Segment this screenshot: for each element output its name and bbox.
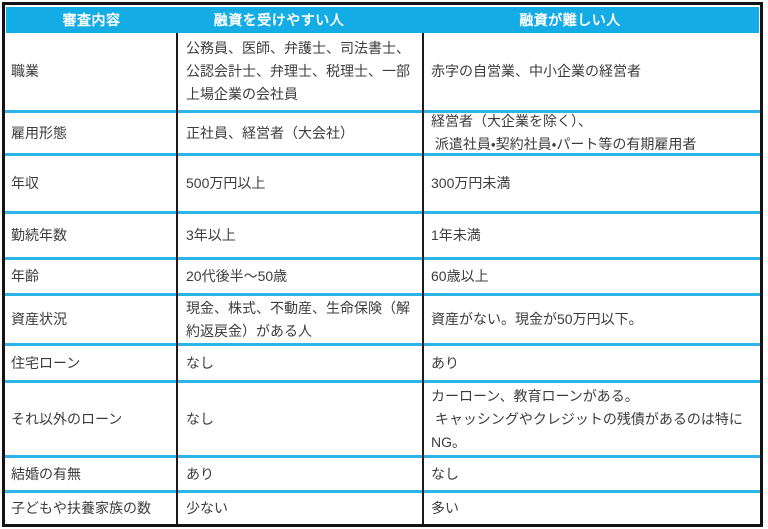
header-cell-hard: 融資が難しい人 xyxy=(519,12,621,28)
table-row: 子どもや扶養家族の数 少ない 多い xyxy=(5,490,760,524)
row-label: 勤続年数 xyxy=(11,227,67,243)
column-divider-1 xyxy=(176,33,178,524)
hard-value-cell: 多い xyxy=(431,500,459,516)
hard-value-cell: 赤字の自営業、中小企業の経営者 xyxy=(431,63,641,79)
hard-value-cell: 60歳以上 xyxy=(431,268,489,284)
hard-value-cell: 資産がない。現金が50万円以下。 xyxy=(431,311,643,327)
hard-value-cell: あり xyxy=(431,354,459,371)
easy-value-cell: 正社員、経営者（大会社） xyxy=(186,124,354,141)
row-label: 資産状況 xyxy=(11,311,67,327)
row-label: 結婚の有無 xyxy=(11,465,81,482)
table-row: 住宅ローン なし あり xyxy=(5,343,760,380)
easy-value-cell: 少ない xyxy=(186,500,228,516)
table-row: 年収 500万円以上 300万円未満 xyxy=(5,153,760,211)
row-label: 年齢 xyxy=(11,268,39,284)
hard-value-cell: 1年未満 xyxy=(431,227,481,243)
row-label: 職業 xyxy=(11,63,39,79)
easy-value-cell: 500万円以上 xyxy=(186,175,266,191)
column-divider-2 xyxy=(422,33,424,524)
table-row: 勤続年数 3年以上 1年未満 xyxy=(5,211,760,257)
header-cell-criteria: 審査内容 xyxy=(62,12,121,28)
row-label: 雇用形態 xyxy=(11,124,67,141)
table-row: 雇用形態 正社員、経営者（大会社） 経営者（大企業を除く）、 派遣社員・契約社員… xyxy=(5,110,760,153)
table-body: 職業 公務員、医師、弁護士、司法書士、 公認会計士、弁理士、税理士、一部 上場企… xyxy=(5,33,760,524)
easy-value-cell: 20代後半～50歳 xyxy=(186,268,288,284)
row-label: 年収 xyxy=(11,175,39,191)
table-row: 資産状況 現金、株式、不動産、生命保険（解 約返戻金）がある人 資産がない。現金… xyxy=(5,293,760,343)
table-row: 年齢 20代後半～50歳 60歳以上 xyxy=(5,257,760,293)
hard-value-cell: 経営者（大企業を除く）、 派遣社員・契約社員・パート等の有期雇用者 xyxy=(431,113,697,152)
table-header-row: 審査内容 融資を受けやすい人 融資が難しい人 xyxy=(6,7,759,33)
easy-value-cell: なし xyxy=(186,410,214,427)
row-label: 子どもや扶養家族の数 xyxy=(11,500,151,516)
table-row: それ以外のローン なし カーローン、教育ローンがある。 キャッシングやクレジット… xyxy=(5,380,760,455)
easy-value-cell: 現金、株式、不動産、生命保険（解 約返戻金）がある人 xyxy=(186,299,410,339)
easy-value-cell: 3年以上 xyxy=(186,227,236,243)
row-label: 住宅ローン xyxy=(11,354,81,371)
table-row: 職業 公務員、医師、弁護士、司法書士、 公認会計士、弁理士、税理士、一部 上場企… xyxy=(5,33,760,110)
header-cell-easy: 融資を受けやすい人 xyxy=(213,12,345,28)
hard-value-cell: カーローン、教育ローンがある。 キャッシングやクレジットの残債があるのは特に N… xyxy=(431,387,743,450)
hard-value-cell: なし xyxy=(431,465,459,482)
easy-value-cell: あり xyxy=(186,465,214,482)
easy-value-cell: 公務員、医師、弁護士、司法書士、 公認会計士、弁理士、税理士、一部 上場企業の会… xyxy=(186,40,410,102)
easy-value-cell: なし xyxy=(186,354,214,371)
hard-value-cell: 300万円未満 xyxy=(431,175,511,191)
row-label: それ以外のローン xyxy=(11,410,123,427)
table-row: 結婚の有無 あり なし xyxy=(5,455,760,490)
